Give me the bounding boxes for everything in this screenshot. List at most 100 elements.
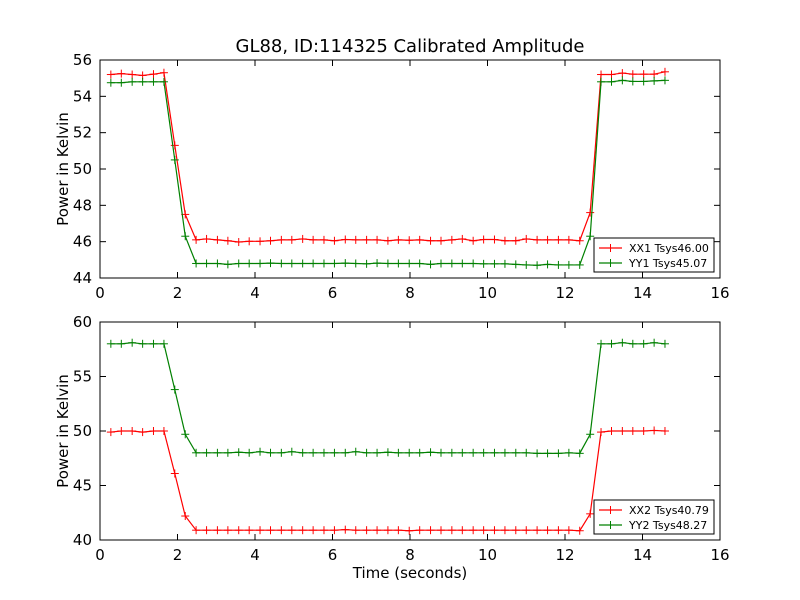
data-point bbox=[394, 259, 403, 268]
legend-box bbox=[593, 237, 715, 273]
x-tick-label: 2 bbox=[173, 546, 183, 564]
y-tick-label: 56 bbox=[73, 51, 92, 69]
data-point bbox=[245, 526, 254, 535]
x-tick-label: 6 bbox=[328, 546, 338, 564]
data-point bbox=[490, 448, 499, 457]
subplot-2: 0 2 4 6 8 10 12 14 16 40 45 50 55 60 Power in Kelvin Ti… bbox=[54, 313, 730, 582]
data-point bbox=[170, 155, 179, 164]
data-point bbox=[106, 428, 115, 437]
data-point bbox=[287, 259, 296, 268]
legend-box bbox=[593, 499, 715, 535]
data-point bbox=[319, 526, 328, 535]
data-point bbox=[138, 77, 147, 86]
legend-entry: XX2 Tsys40.79 bbox=[599, 504, 709, 517]
data-point bbox=[458, 234, 467, 243]
data-point bbox=[522, 448, 531, 457]
data-point bbox=[330, 526, 339, 535]
data-point bbox=[128, 427, 137, 435]
data-point bbox=[533, 235, 542, 244]
y-tick-label: 55 bbox=[73, 368, 92, 386]
data-point bbox=[170, 141, 179, 150]
data-point bbox=[298, 234, 307, 243]
data-point bbox=[202, 526, 211, 535]
data-point bbox=[479, 526, 488, 535]
data-point bbox=[607, 70, 616, 79]
data-point bbox=[319, 235, 328, 244]
data-point bbox=[192, 526, 201, 535]
data-point bbox=[266, 236, 275, 245]
data-point bbox=[202, 234, 211, 243]
x-tick-label: 4 bbox=[250, 546, 260, 564]
data-point bbox=[618, 338, 627, 347]
data-point bbox=[383, 448, 392, 457]
data-point bbox=[426, 526, 435, 535]
data-point bbox=[500, 448, 509, 457]
x-tick-label: 16 bbox=[710, 546, 729, 564]
data-point bbox=[383, 259, 392, 268]
y-tick-label: 60 bbox=[73, 313, 92, 331]
data-point bbox=[469, 448, 478, 457]
y-tick-label: 46 bbox=[73, 233, 92, 251]
chart-title: GL88, ID:114325 Calibrated Amplitude bbox=[236, 36, 585, 57]
data-point bbox=[149, 427, 158, 435]
data-point bbox=[309, 235, 318, 244]
x-tick-label: 16 bbox=[710, 284, 729, 302]
data-point bbox=[415, 448, 424, 457]
data-point bbox=[117, 339, 126, 348]
data-point bbox=[117, 69, 126, 78]
x-tick-label: 12 bbox=[555, 546, 574, 564]
data-point bbox=[660, 76, 669, 85]
data-point bbox=[234, 448, 243, 457]
data-point bbox=[426, 236, 435, 245]
data-point bbox=[234, 238, 243, 247]
x-tick-label: 2 bbox=[173, 284, 183, 302]
data-point bbox=[234, 259, 243, 268]
data-point bbox=[490, 526, 499, 535]
data-point bbox=[639, 70, 648, 79]
data-point bbox=[522, 234, 531, 243]
data-point bbox=[522, 260, 531, 269]
data-point bbox=[373, 235, 382, 244]
data-point bbox=[469, 526, 478, 535]
data-point bbox=[159, 339, 168, 348]
data-point bbox=[660, 67, 669, 76]
data-point bbox=[650, 76, 659, 85]
data-point bbox=[628, 77, 637, 86]
data-point bbox=[159, 77, 168, 86]
data-point bbox=[554, 526, 563, 535]
data-point bbox=[341, 448, 350, 457]
data-point bbox=[298, 448, 307, 457]
data-point bbox=[586, 509, 595, 518]
data-point bbox=[447, 259, 456, 268]
data-point bbox=[309, 259, 318, 268]
data-point bbox=[426, 448, 435, 457]
plot-frame bbox=[99, 59, 721, 279]
data-point bbox=[586, 430, 595, 439]
data-point bbox=[511, 448, 520, 457]
legend-entry: XX1 Tsys46.00 bbox=[599, 242, 709, 255]
data-point bbox=[319, 448, 328, 457]
data-point bbox=[373, 526, 382, 535]
data-point bbox=[618, 76, 627, 85]
x-axis-label: Time (seconds) bbox=[352, 564, 468, 582]
data-point bbox=[117, 78, 126, 87]
data-point bbox=[554, 235, 563, 244]
data-point bbox=[564, 526, 573, 535]
data-point bbox=[394, 526, 403, 535]
data-point bbox=[437, 236, 445, 245]
legend-entry: YY1 Tsys45.07 bbox=[599, 257, 707, 270]
data-point bbox=[245, 448, 254, 457]
data-point bbox=[660, 427, 669, 435]
data-point bbox=[479, 448, 488, 457]
data-point bbox=[277, 448, 286, 457]
data-point bbox=[650, 338, 659, 347]
data-point bbox=[106, 70, 115, 79]
data-point bbox=[192, 259, 201, 268]
data-point bbox=[650, 70, 659, 79]
data-point bbox=[106, 339, 115, 348]
data-point bbox=[128, 338, 137, 347]
data-point bbox=[256, 526, 265, 535]
